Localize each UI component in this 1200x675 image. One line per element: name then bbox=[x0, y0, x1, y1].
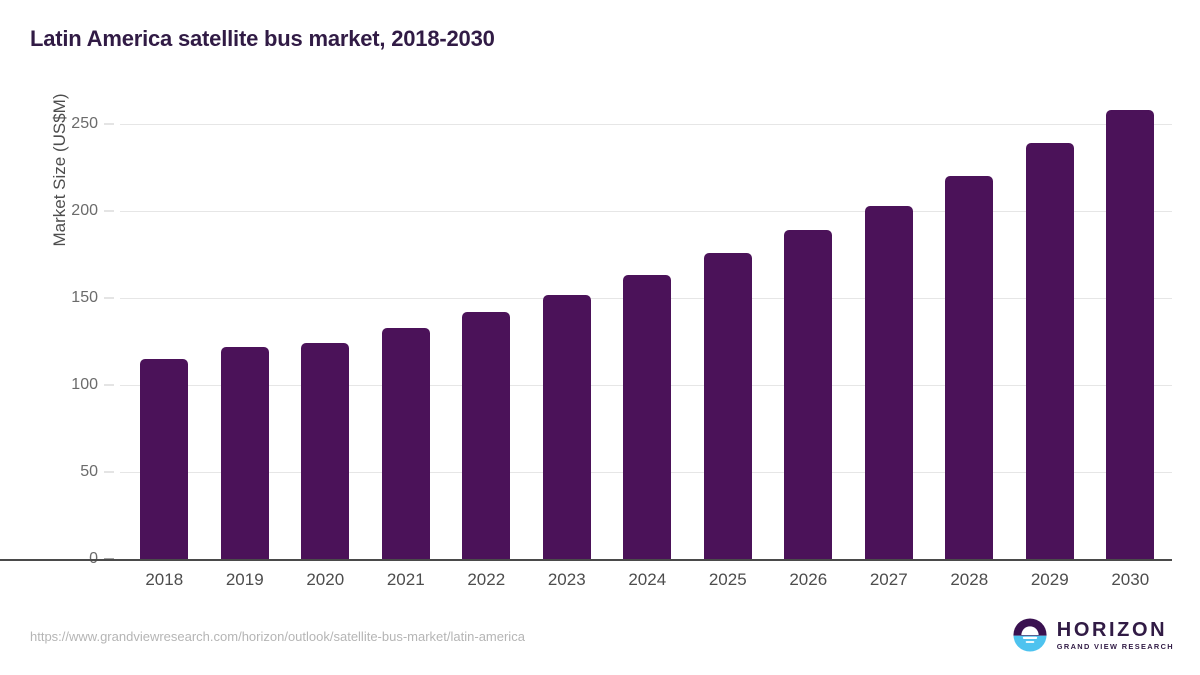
y-axis-tick-label: 150 bbox=[71, 289, 98, 306]
bar[interactable] bbox=[703, 252, 752, 559]
bar[interactable] bbox=[623, 275, 672, 559]
x-axis-tick-label: 2030 bbox=[1111, 570, 1150, 589]
x-axis-tick-label: 2027 bbox=[869, 570, 908, 589]
horizon-logo-icon bbox=[1013, 618, 1047, 652]
plot-area bbox=[120, 110, 1172, 559]
bar[interactable] bbox=[542, 294, 591, 559]
bar[interactable] bbox=[945, 176, 994, 559]
y-axis-tick-mark bbox=[104, 297, 114, 299]
x-axis-tick-label: 2019 bbox=[225, 570, 264, 589]
bar[interactable] bbox=[784, 230, 833, 559]
bar[interactable] bbox=[462, 311, 511, 559]
x-axis-tick-label: 2024 bbox=[628, 570, 667, 589]
y-axis-tick-mark bbox=[104, 123, 114, 125]
gridline bbox=[120, 211, 1172, 212]
logo-wordmark: HORIZON bbox=[1056, 618, 1168, 641]
bar[interactable] bbox=[1025, 143, 1074, 559]
y-axis-tick-label: 0 bbox=[28, 550, 98, 568]
x-axis-tick-label: 2029 bbox=[1030, 570, 1069, 589]
bar[interactable] bbox=[381, 327, 430, 559]
y-axis-tick-label: 100 bbox=[71, 376, 98, 393]
x-axis-tick-label: 2022 bbox=[467, 570, 506, 589]
bar[interactable] bbox=[864, 205, 913, 559]
x-axis-line bbox=[0, 559, 1172, 561]
logo-text: HORIZON GRAND VIEW RESEARCH bbox=[1057, 620, 1174, 650]
y-axis-tick-mark bbox=[104, 471, 114, 473]
brand-logo: HORIZON GRAND VIEW RESEARCH bbox=[1012, 614, 1174, 656]
x-axis-tick-label: 2025 bbox=[708, 570, 747, 589]
y-axis-tick-mark bbox=[104, 210, 114, 212]
x-axis-tick-label: 2026 bbox=[789, 570, 828, 589]
bar[interactable] bbox=[140, 358, 189, 559]
bar[interactable] bbox=[220, 346, 269, 559]
page-title: Latin America satellite bus market, 2018… bbox=[30, 26, 495, 51]
x-axis-tick-label: 2023 bbox=[547, 570, 586, 589]
logo-tagline: GRAND VIEW RESEARCH bbox=[1056, 641, 1174, 651]
x-axis-tick-label: 2021 bbox=[386, 570, 425, 589]
gridline bbox=[120, 124, 1172, 125]
y-axis-tick-labels: 0 50 100 150 200 250 bbox=[0, 115, 98, 567]
source-url[interactable]: https://www.grandviewresearch.com/horizo… bbox=[30, 629, 525, 644]
x-axis-tick-label: 2020 bbox=[306, 570, 345, 589]
x-axis-tick-label: 2018 bbox=[145, 570, 184, 589]
bar[interactable] bbox=[301, 343, 350, 559]
y-axis-tick-label: 50 bbox=[80, 463, 98, 480]
y-axis-tick-mark bbox=[104, 384, 114, 386]
y-axis-tick-label: 200 bbox=[71, 202, 98, 219]
bar[interactable] bbox=[1106, 110, 1155, 559]
x-axis-tick-label: 2028 bbox=[950, 570, 989, 589]
y-axis-tick-label: 250 bbox=[71, 115, 98, 132]
